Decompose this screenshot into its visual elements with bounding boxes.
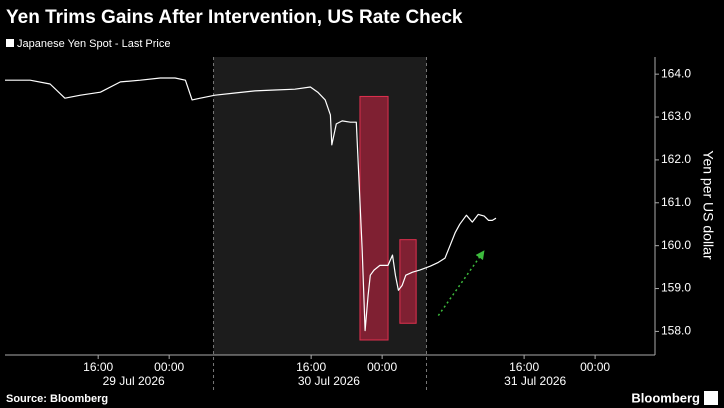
x-day-label: 30 Jul 2026: [298, 374, 360, 388]
y-axis-label: Yen per US dollar: [700, 150, 716, 260]
y-tick-label: 160.0: [661, 238, 691, 252]
x-tick-label: 00:00: [367, 360, 397, 374]
x-tick-label: 16:00: [83, 360, 113, 374]
legend-swatch: [6, 39, 14, 47]
highlight-box: [359, 95, 389, 341]
x-tick-label: 00:00: [154, 360, 184, 374]
x-day-label: 31 Jul 2026: [504, 374, 566, 388]
y-tick-label: 163.0: [661, 109, 691, 123]
y-tick-label: 162.0: [661, 152, 691, 166]
y-tick-label: 161.0: [661, 195, 691, 209]
legend-label: Japanese Yen Spot - Last Price: [17, 38, 171, 50]
source: Source: Bloomberg: [6, 393, 108, 405]
x-tick-label: 16:00: [296, 360, 326, 374]
trend-arrow: [437, 250, 485, 316]
brand: Bloomberg: [631, 390, 700, 405]
price-line: [5, 77, 497, 332]
chart-title: Yen Trims Gains After Intervention, US R…: [6, 7, 463, 28]
shade: [213, 57, 427, 355]
x-tick-label: 16:00: [509, 360, 539, 374]
y-tick-label: 158.0: [661, 324, 691, 338]
y-tick-label: 159.0: [661, 281, 691, 295]
brand-icon: [704, 391, 718, 405]
x-day-label: 29 Jul 2026: [103, 374, 165, 388]
x-tick-label: 00:00: [580, 360, 610, 374]
y-tick-label: 164.0: [661, 66, 691, 80]
highlight-box: [399, 239, 417, 324]
